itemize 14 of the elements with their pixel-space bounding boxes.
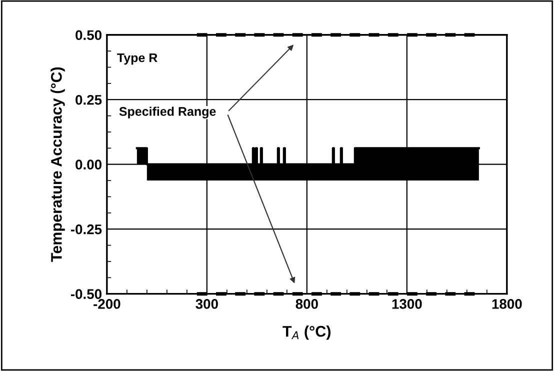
y-tick-label: -0.25	[70, 224, 102, 234]
x-tick-label: 800	[296, 299, 318, 309]
annotation: Specified Range	[119, 106, 216, 118]
y-tick-label: 0.00	[76, 160, 102, 170]
x-tick-label: 1800	[492, 299, 522, 309]
x-tick-label: 1300	[392, 299, 422, 309]
y-tick-label: 0.25	[76, 94, 102, 105]
annotation: Type R	[117, 53, 158, 65]
x-axis-title: T$_{A}$ (°C)	[282, 326, 330, 340]
y-tick-label: 0.50	[76, 30, 102, 40]
x-tick-label: -200	[94, 299, 120, 309]
y-tick-label: -0.50	[70, 289, 102, 299]
y-axis-title: Temperature Accuracy (°C)	[50, 67, 65, 262]
x-tick-label: 300	[196, 299, 218, 309]
